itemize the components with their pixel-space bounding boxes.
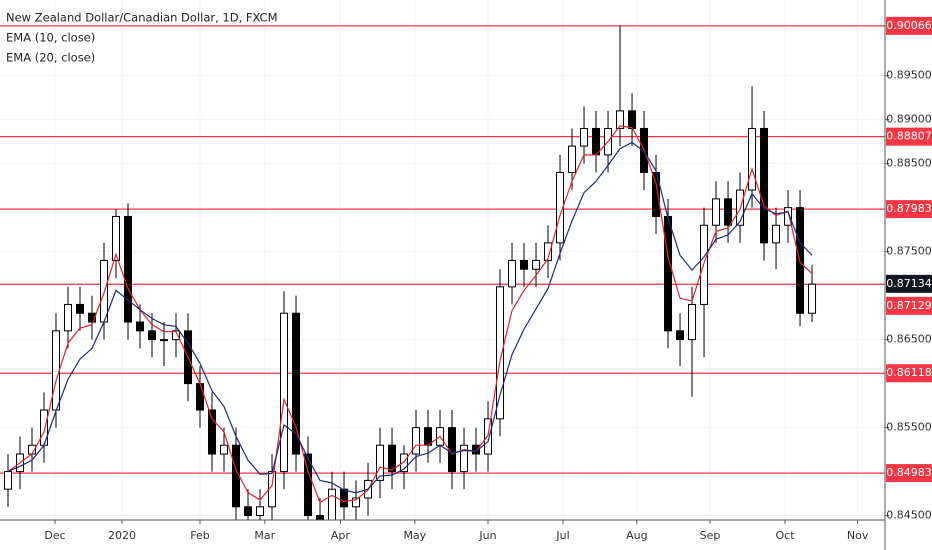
candle-body (4, 471, 13, 490)
axes: 0.89500 0.89000 0.88500 0.87500 0.86500 0.855… (44, 16, 932, 542)
candle-body (340, 488, 349, 508)
candle-body (52, 330, 61, 411)
candle-body (172, 330, 181, 341)
candle-body (244, 506, 253, 517)
x-tick-label: Oct (776, 529, 796, 542)
candle-body (580, 127, 589, 147)
level-label-box (886, 296, 932, 315)
candle-body (160, 339, 169, 342)
candle-body (628, 110, 637, 129)
candle-body (748, 127, 757, 191)
candle-body (472, 444, 481, 455)
candle-body (304, 453, 313, 517)
x-tick-label: Apr (331, 529, 351, 542)
level-label-box (886, 364, 932, 383)
current-price-box (886, 274, 932, 293)
candle-body (760, 127, 769, 244)
candle-body (136, 321, 145, 332)
candle-body (280, 312, 289, 473)
candle-body (148, 330, 157, 341)
x-tick-label: Jun (478, 529, 496, 542)
candle-body (232, 444, 241, 508)
level-label: 0.84983 (886, 466, 932, 479)
candle-body (568, 145, 577, 173)
candle-body (520, 259, 529, 270)
candle-body (64, 303, 73, 332)
candle-body (88, 312, 97, 323)
level-label: 0.86118 (886, 366, 932, 379)
candle-body (664, 215, 673, 332)
level-label-box (886, 200, 932, 219)
plot (0, 25, 885, 520)
y-tick-label: 0.88500 (886, 157, 932, 170)
chart-title: New Zealand Dollar/Canadian Dollar, 1D, … (6, 11, 278, 25)
candle-body (772, 224, 781, 244)
x-tick-label: Nov (847, 529, 869, 542)
y-tick-label: 0.89000 (886, 113, 932, 126)
candle-body (208, 409, 217, 455)
candle-body (712, 198, 721, 226)
candle-body (256, 506, 265, 517)
legend-entry: EMA (20, close) (6, 51, 95, 65)
candle-body (328, 488, 337, 520)
candle-body (196, 383, 205, 411)
level-label: 0.90066 (886, 19, 932, 32)
x-tick-label: Aug (626, 529, 647, 542)
y-tick-label: 0.86500 (886, 333, 932, 346)
x-tick-label: Feb (190, 529, 209, 542)
candle-body (508, 259, 517, 288)
level-label: 0.87129 (886, 299, 932, 312)
x-tick-label: Mar (254, 529, 275, 542)
candle-body (688, 303, 697, 341)
candle-body (220, 444, 229, 455)
current-price-label: 0.87134 (886, 277, 932, 290)
candle-body (424, 427, 433, 446)
candle-body (460, 444, 469, 473)
candle-body (724, 198, 733, 226)
candle-body (76, 303, 85, 314)
level-label: 0.87983 (886, 202, 932, 215)
y-tick-label: 0.89500 (886, 69, 932, 82)
candle-body (496, 286, 505, 420)
legend-entry: EMA (10, close) (6, 31, 95, 45)
candle-body (388, 444, 397, 473)
candle-body (316, 515, 325, 520)
candle-body (292, 312, 301, 455)
y-tick-label: 0.84500 (886, 509, 932, 522)
candle-body (592, 127, 601, 156)
candle-body (808, 283, 817, 314)
y-tick-label: 0.85500 (886, 421, 932, 434)
ema-line (7, 125, 813, 504)
candle-body (400, 453, 409, 473)
x-tick-label: May (403, 529, 426, 542)
candle-body (352, 497, 361, 508)
candle-body (376, 444, 385, 481)
grid (0, 0, 885, 520)
x-tick-label: Sep (700, 529, 721, 542)
level-label-box (886, 127, 932, 146)
level-label: 0.88807 (886, 130, 932, 143)
x-tick-label: Jul (555, 529, 569, 542)
candle-body (784, 207, 793, 226)
candle-body (676, 330, 685, 341)
level-label-box (886, 16, 932, 35)
candle-body (532, 259, 541, 270)
candle-body (556, 171, 565, 244)
level-label-box (886, 464, 932, 483)
ema-line (7, 141, 813, 494)
x-tick-label: Dec (44, 529, 65, 542)
candle-body (544, 242, 553, 261)
candle-body (616, 110, 625, 129)
y-tick-label: 0.87500 (886, 245, 932, 258)
candle-body (112, 215, 121, 261)
x-tick-label: 2020 (108, 529, 136, 542)
candle-body (124, 215, 133, 323)
candle-body (412, 427, 421, 455)
